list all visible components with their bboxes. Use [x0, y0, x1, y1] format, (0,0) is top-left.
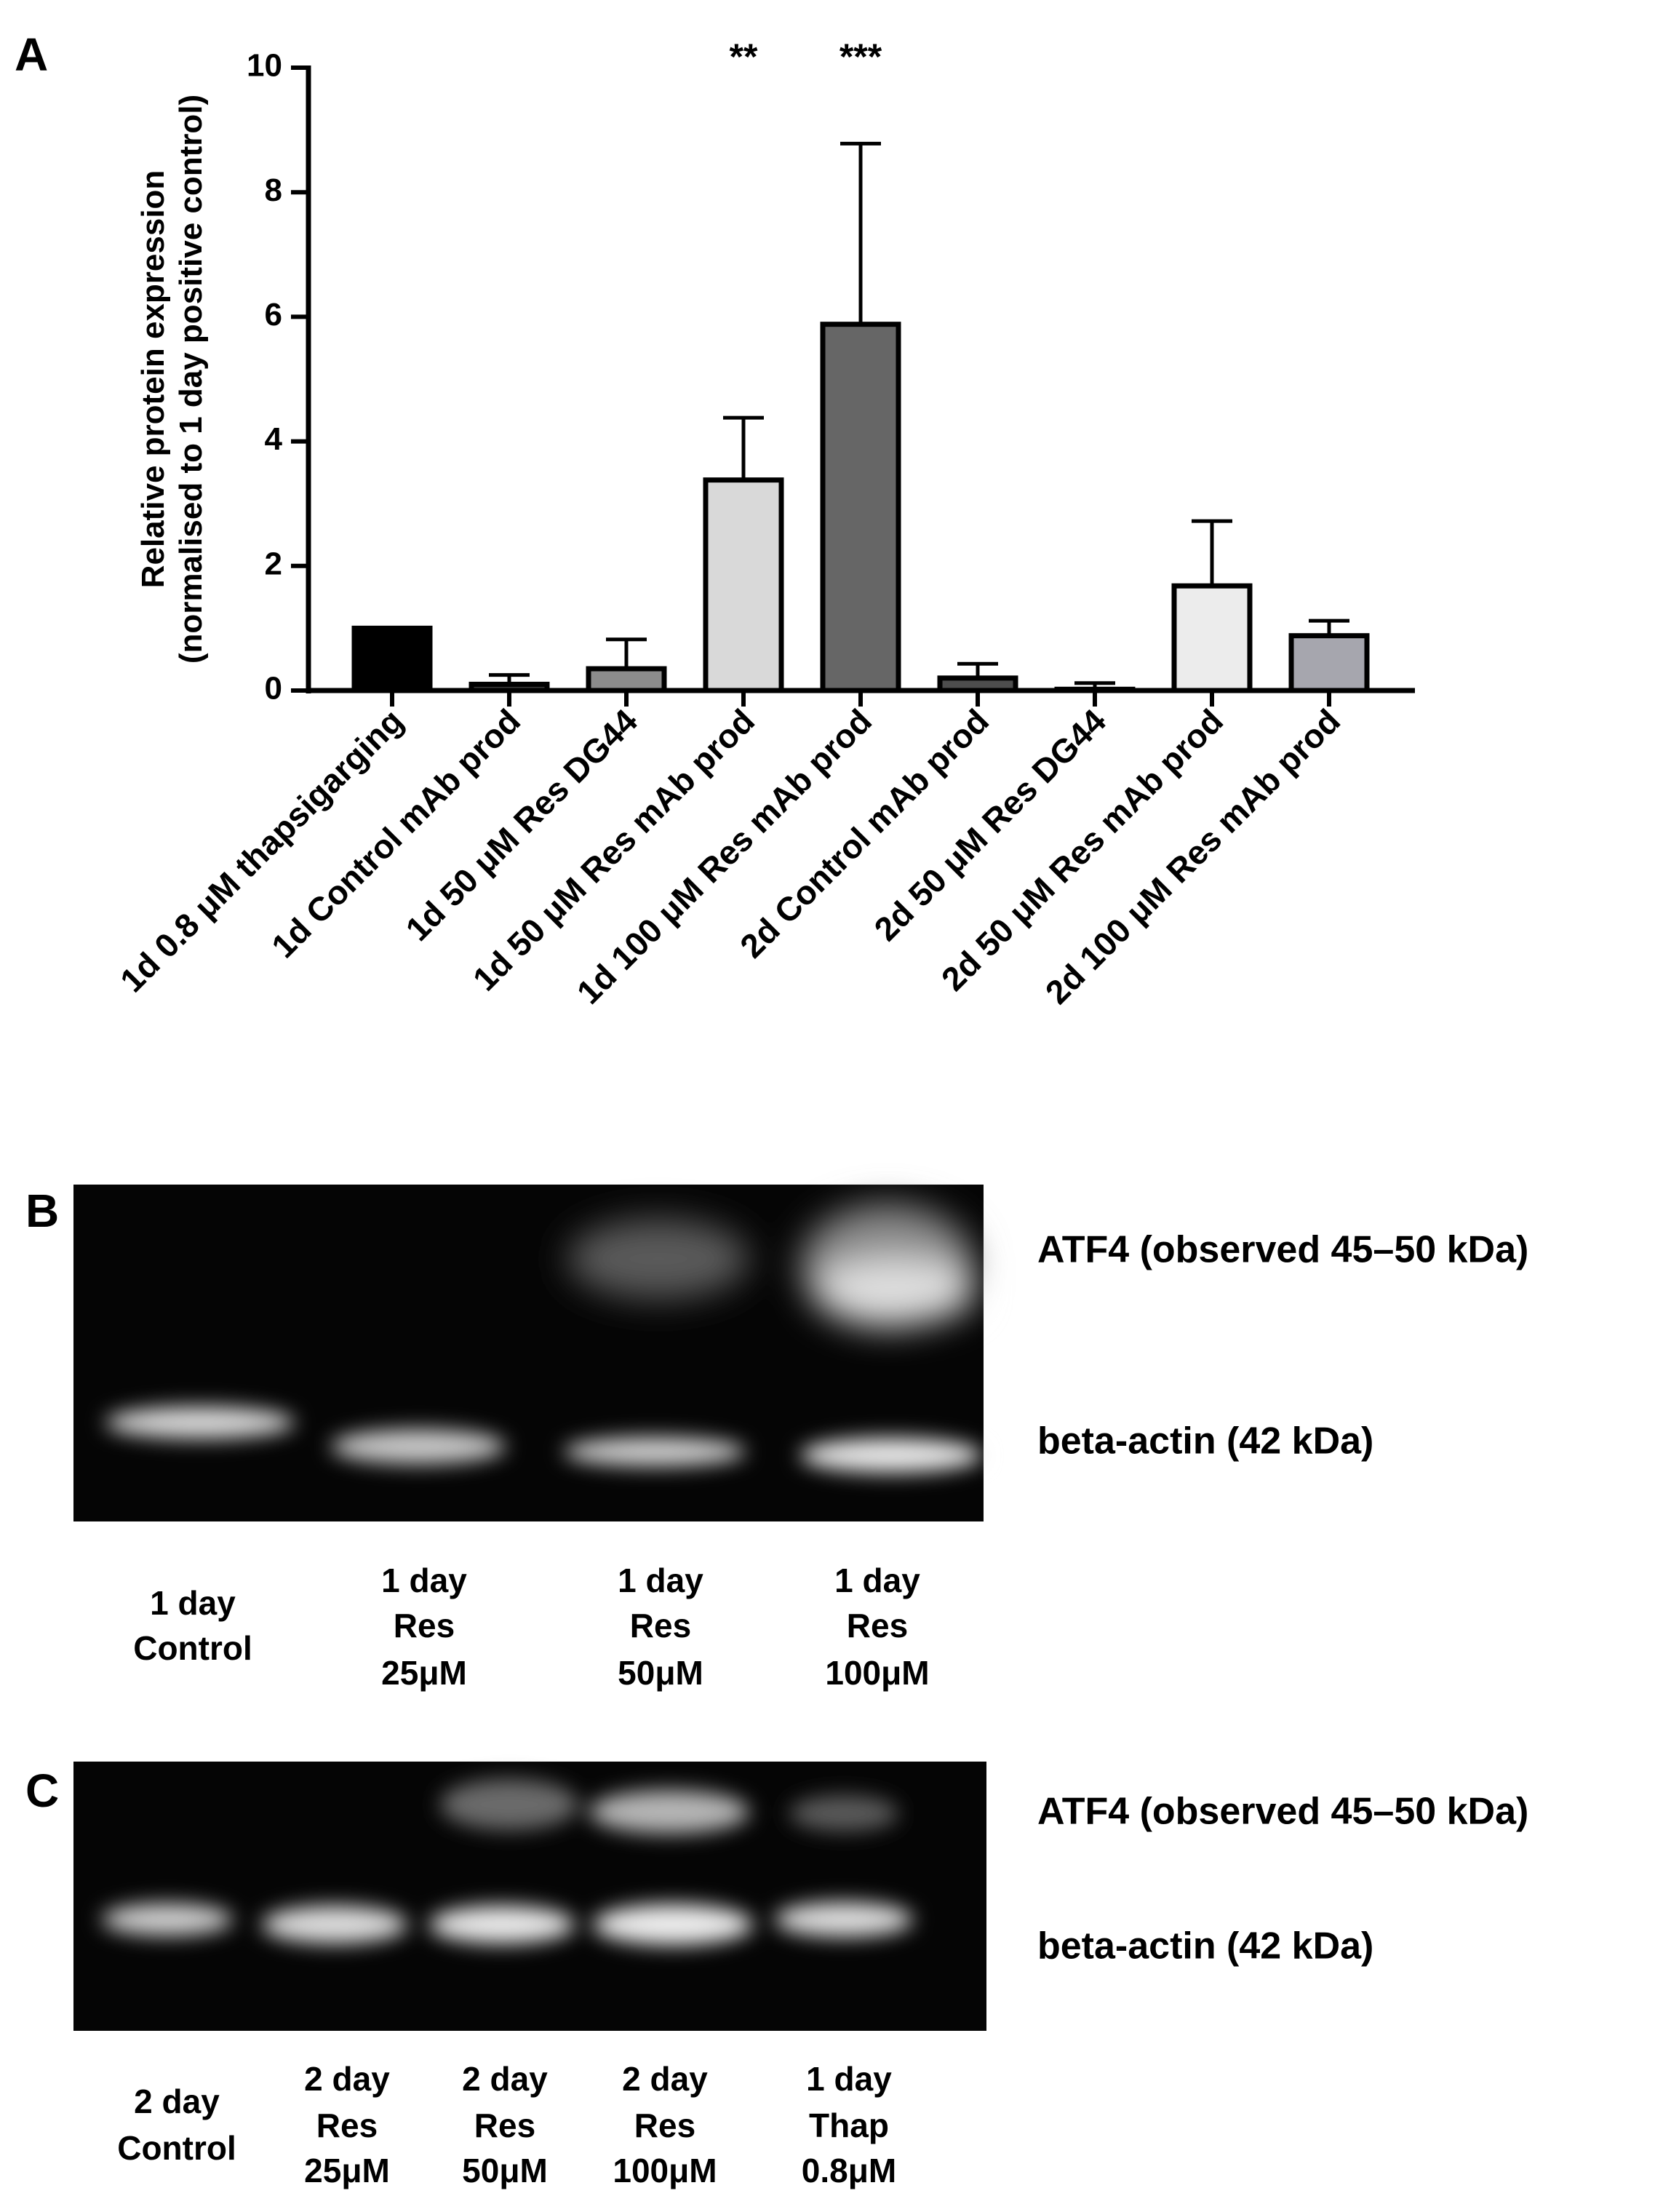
error-bar: [606, 637, 647, 669]
x-tick-label: 1d 50 μM Res DG44: [398, 701, 645, 948]
blot-b: [73, 1185, 984, 1521]
bar: [820, 322, 901, 693]
lane-label: 0.8μM: [802, 2152, 896, 2189]
panel-label: A: [15, 28, 48, 81]
band-label: beta-actin (42 kDa): [1037, 1925, 1373, 1968]
lane-label: 100μM: [825, 1654, 929, 1692]
lane-label: Res: [394, 1607, 455, 1644]
lane-label: 1 day: [381, 1561, 467, 1599]
bar: [468, 681, 550, 693]
band-label: beta-actin (42 kDa): [1037, 1420, 1373, 1463]
error-bar: [840, 141, 881, 325]
bar: [703, 477, 784, 693]
lane-label: Res: [316, 2106, 378, 2144]
blot-c: [73, 1762, 986, 2031]
y-tick-label: 2: [265, 546, 282, 581]
bar: [1054, 686, 1136, 693]
error-bar: [1192, 519, 1232, 586]
lane-label: Thap: [809, 2106, 889, 2144]
lane-label: 2 day: [622, 2060, 708, 2098]
significance: ***: [840, 36, 882, 77]
significance: **: [730, 36, 758, 77]
y-tick-label: 4: [265, 421, 283, 457]
lane-label: 1 day: [150, 1584, 236, 1622]
x-tick-label: 2d 50 μM Res DG44: [866, 701, 1113, 948]
lane-label: 2 day: [462, 2060, 548, 2098]
y-tick-label: 6: [265, 297, 282, 333]
bar: [351, 625, 433, 693]
lane-label: 1 day: [618, 1561, 703, 1599]
y-axis-label: Relative protein expression: [135, 170, 171, 589]
lane-label: 50μM: [618, 1654, 703, 1692]
lane-label: 100μM: [613, 2152, 717, 2189]
error-bar: [723, 415, 764, 480]
bar: [1171, 583, 1253, 693]
panel-label: C: [25, 1765, 59, 1817]
bar: [1288, 633, 1370, 693]
lane-label: Res: [634, 2106, 695, 2144]
lane-label: 2 day: [134, 2082, 220, 2120]
lane-label: 1 day: [806, 2060, 892, 2098]
band-label: ATF4 (observed 45–50 kDa): [1037, 1229, 1528, 1271]
y-axis-label: (normalised to 1 day positive control): [173, 95, 209, 664]
band-label: ATF4 (observed 45–50 kDa): [1037, 1791, 1528, 1833]
lane-label: Res: [847, 1607, 908, 1644]
bar: [586, 666, 667, 693]
bar: [937, 675, 1018, 693]
y-tick-label: 8: [265, 172, 282, 208]
lane-label: 1 day: [834, 1561, 920, 1599]
lane-label: 25μM: [304, 2152, 390, 2189]
lane-label: Res: [474, 2106, 535, 2144]
lane-label: Control: [117, 2129, 236, 2167]
lane-label: 50μM: [462, 2152, 548, 2189]
panel-label: B: [25, 1185, 59, 1237]
y-tick-label: 10: [247, 48, 282, 84]
y-tick-label: 0: [265, 671, 282, 707]
lane-label: 25μM: [381, 1654, 467, 1692]
lane-label: Res: [630, 1607, 691, 1644]
lane-label: Control: [133, 1629, 252, 1667]
lane-label: 2 day: [304, 2060, 390, 2098]
